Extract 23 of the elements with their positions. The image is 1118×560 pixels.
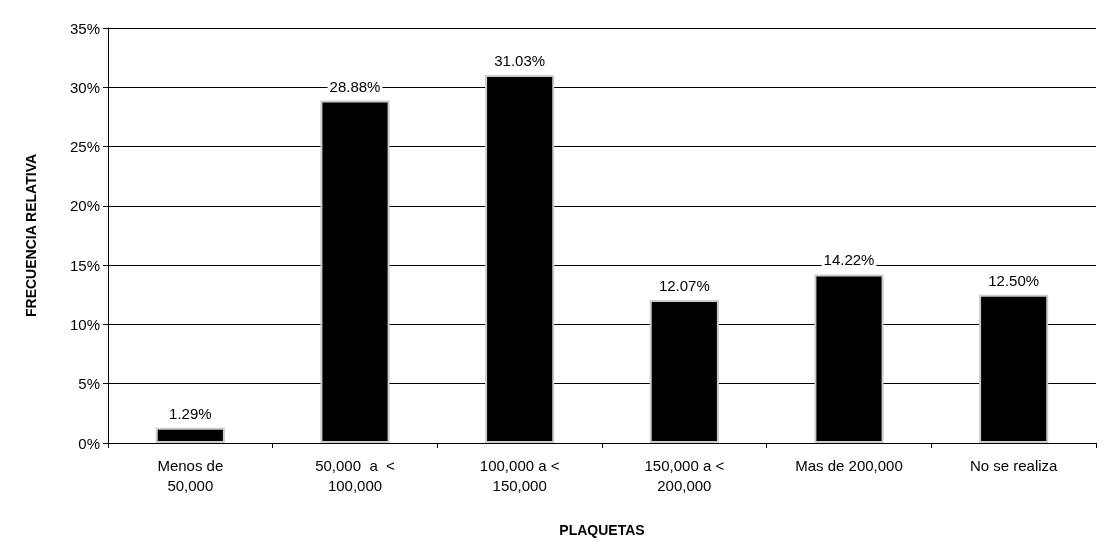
x-tick-label: No se realiza <box>969 456 1059 474</box>
data-label: 12.50% <box>988 271 1040 289</box>
y-tick-label: 35% <box>69 19 100 37</box>
x-tick-label: Menos de 50,000 <box>157 456 224 494</box>
y-tick-label: 30% <box>69 78 100 96</box>
data-label: 14.22% <box>823 251 875 269</box>
x-tick-label: Mas de 200,000 <box>795 456 903 474</box>
data-label: 28.88% <box>329 77 381 95</box>
data-label: 1.29% <box>169 404 212 422</box>
x-tick-label: 100,000 a < 150,000 <box>479 456 560 494</box>
y-tick-label: 20% <box>69 197 100 215</box>
x-tick-label: 50,000 a < 100,000 <box>315 456 396 494</box>
y-tick-label: 25% <box>69 138 100 156</box>
data-label: 12.07% <box>658 276 710 294</box>
data-label: 31.03% <box>494 52 546 70</box>
y-tick-label: 10% <box>69 315 100 333</box>
y-tick-label: 5% <box>78 375 100 393</box>
x-tick-label: 150,000 a < 200,000 <box>644 456 725 494</box>
y-tick-label: 15% <box>69 256 100 274</box>
y-tick-label: 0% <box>78 434 100 452</box>
x-axis-title: PLAQUETAS <box>559 522 645 538</box>
y-axis-title: FRECUENCIA RELATIVA <box>23 153 39 318</box>
bar <box>155 427 225 443</box>
